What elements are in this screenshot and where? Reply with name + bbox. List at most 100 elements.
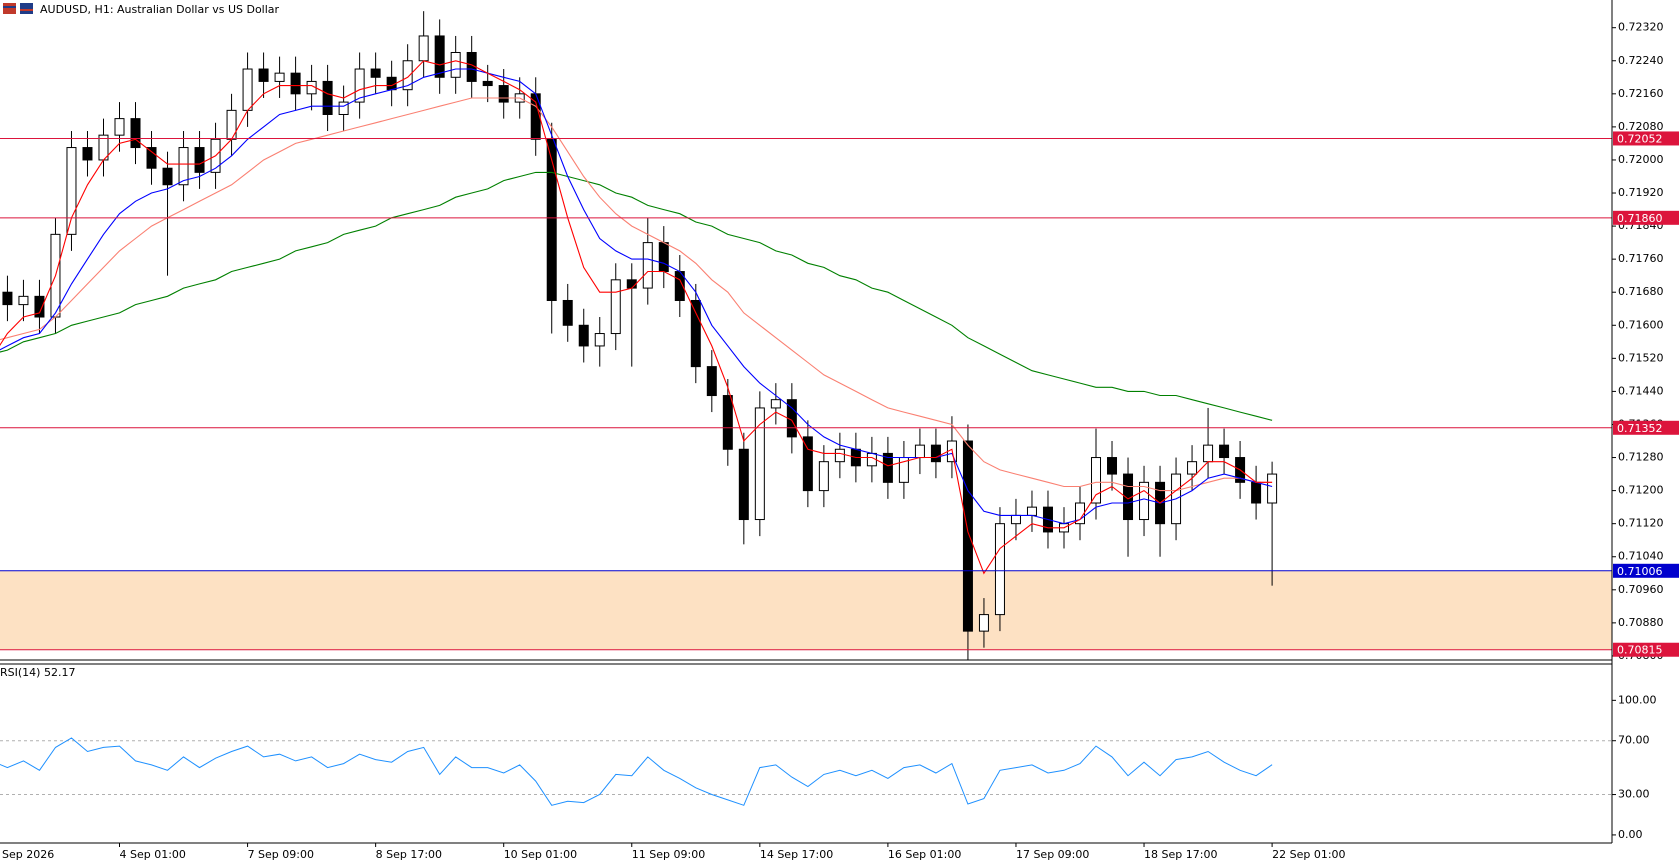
- candle-body: [1139, 481, 1150, 521]
- candle-body: [2, 291, 13, 306]
- candle-body: [194, 147, 205, 173]
- candle-body: [1251, 481, 1262, 504]
- candle-body: [834, 448, 845, 463]
- candle-body: [1267, 473, 1278, 504]
- candle-body: [706, 366, 717, 397]
- y-tick-label: 0.71440: [1618, 384, 1664, 397]
- y-tick-label: 0.71040: [1618, 550, 1664, 563]
- indicator-title: RSI(14) 52.17: [0, 666, 75, 679]
- y-tick-label: 0.71760: [1618, 252, 1664, 265]
- y-tick-label: 0.72320: [1618, 21, 1664, 34]
- candle-body: [882, 452, 893, 483]
- price-level-label: 0.71352: [1617, 422, 1663, 435]
- candle-body: [322, 80, 333, 115]
- moving-average: [0, 68, 1273, 525]
- price-level-label: 0.70815: [1617, 644, 1663, 657]
- main-pane: [0, 11, 1612, 660]
- candle-body: [594, 333, 605, 347]
- candle-body: [690, 299, 701, 368]
- candle-body: [642, 242, 653, 289]
- y-tick-label: 0.71120: [1618, 517, 1664, 530]
- price-level-box: [1613, 210, 1679, 225]
- rsi-line: [0, 737, 1273, 806]
- y-tick-label: 0.70960: [1618, 583, 1664, 596]
- price-level-label: 0.71006: [1617, 565, 1663, 578]
- y-tick-label: 0.72160: [1618, 87, 1664, 100]
- candle-body: [578, 324, 589, 347]
- candle-body: [66, 147, 77, 235]
- candle-body: [274, 72, 285, 82]
- price-level-box: [1613, 131, 1679, 146]
- y-tick-label: 0.71520: [1618, 351, 1664, 364]
- candle-body: [242, 68, 253, 111]
- candle-body: [626, 279, 637, 289]
- x-tick-label: 10 Sep 01:00: [504, 848, 577, 861]
- candle-body: [114, 118, 125, 136]
- candle-body: [18, 295, 29, 306]
- price-level-box: [1613, 563, 1679, 578]
- candle-body: [738, 448, 749, 521]
- candle-body: [818, 461, 829, 492]
- candle-body: [34, 295, 45, 318]
- candle-body: [802, 436, 813, 492]
- y-tick-label: 0.71280: [1618, 451, 1664, 464]
- candle-body: [226, 109, 237, 140]
- candle-body: [1107, 457, 1118, 475]
- candle-body: [770, 399, 781, 409]
- y-tick-label: 70.00: [1618, 734, 1650, 747]
- y-tick-label: 0.00: [1618, 828, 1643, 841]
- y-tick-label: 30.00: [1618, 788, 1650, 801]
- price-level-label: 0.72052: [1617, 132, 1663, 145]
- candle-body: [930, 444, 941, 463]
- price-level-box: [1613, 420, 1679, 435]
- moving-average: [0, 60, 1273, 575]
- icon-part: [3, 6, 16, 8]
- icon-part: [20, 3, 33, 14]
- x-tick-label: 11 Sep 09:00: [632, 848, 705, 861]
- moving-average: [0, 171, 1273, 421]
- x-tick-label: 8 Sep 17:00: [376, 848, 442, 861]
- x-tick-label: 18 Sep 17:00: [1144, 848, 1217, 861]
- y-tick-label: 0.72080: [1618, 120, 1664, 133]
- y-tick-label: 100.00: [1618, 693, 1657, 706]
- x-tick-label: 17 Sep 09:00: [1016, 848, 1089, 861]
- candle-body: [562, 299, 573, 326]
- x-tick-label: 14 Sep 17:00: [760, 848, 833, 861]
- candle-body: [1203, 444, 1214, 463]
- candle-body: [162, 167, 173, 186]
- candle-body: [498, 85, 509, 103]
- symbol-icon: [3, 3, 33, 14]
- rsi-pane: [0, 737, 1612, 806]
- y-tick-label: 0.71200: [1618, 484, 1664, 497]
- candle-body: [754, 407, 765, 521]
- moving-average: [0, 97, 1273, 492]
- x-tick-label: 7 Sep 09:00: [248, 848, 314, 861]
- candle-body: [146, 147, 157, 169]
- candle-body: [338, 101, 349, 115]
- candle-body: [82, 147, 93, 161]
- candle-body: [914, 444, 925, 459]
- x-tick-label: 16 Sep 01:00: [888, 848, 961, 861]
- candle-body: [1187, 461, 1198, 475]
- candle-body: [978, 614, 989, 632]
- y-tick-label: 0.72240: [1618, 54, 1664, 67]
- candle-body: [258, 68, 269, 82]
- chart-title: AUDUSD, H1: Australian Dollar vs US Doll…: [40, 3, 280, 16]
- candle-body: [482, 80, 493, 87]
- candle-body: [994, 523, 1005, 616]
- y-tick-label: 0.72000: [1618, 153, 1664, 166]
- candle-body: [178, 147, 189, 186]
- candle-body: [450, 51, 461, 78]
- candle-body: [962, 440, 973, 632]
- candle-body: [1026, 506, 1037, 516]
- candle-body: [1010, 514, 1021, 525]
- icon-part: [20, 9, 33, 11]
- candle-body: [418, 35, 429, 62]
- y-tick-label: 0.71680: [1618, 285, 1664, 298]
- candle-body: [1219, 444, 1230, 459]
- y-tick-label: 0.71600: [1618, 318, 1664, 331]
- candle-body: [402, 60, 413, 91]
- price-level-label: 0.71860: [1617, 212, 1663, 225]
